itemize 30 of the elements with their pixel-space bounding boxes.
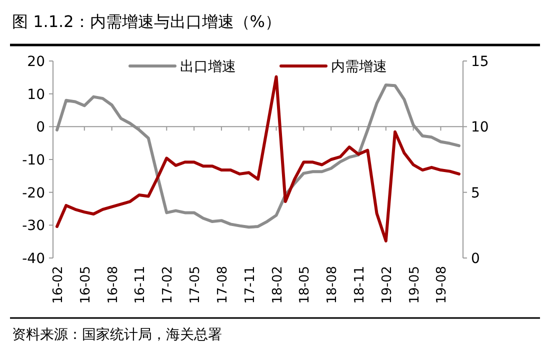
x-tick-label: 17-02 <box>160 266 176 304</box>
x-tick-label: 18-08 <box>325 266 340 304</box>
y2-tick-label: 10 <box>471 120 489 136</box>
x-tick-label: 18-11 <box>352 266 368 304</box>
y-tick-label: 0 <box>36 120 45 136</box>
x-tick-label: 16-05 <box>78 266 94 304</box>
y2-tick-label: 15 <box>471 54 489 70</box>
y-tick-label: -30 <box>22 218 45 234</box>
y-tick-label: 10 <box>27 86 45 103</box>
y-tick-label: -40 <box>22 251 45 267</box>
x-tick-label: 18-02 <box>270 266 286 304</box>
y2-tick-label: 5 <box>471 185 480 202</box>
x-tick-label: 19-08 <box>434 266 450 304</box>
x-tick-label: 17-05 <box>188 266 204 304</box>
x-tick-label: 16-11 <box>133 266 148 304</box>
chart-title: 图 1.1.2：内需增速与出口增速（%） <box>12 12 281 31</box>
x-tick-label: 17-08 <box>215 266 230 304</box>
x-tick-label: 19-05 <box>407 266 422 304</box>
x-tick-label: 16-02 <box>51 266 66 304</box>
y-tick-label: 20 <box>27 54 45 70</box>
x-tick-label: 18-05 <box>298 266 313 304</box>
y2-tick-label: 0 <box>471 251 480 267</box>
text: 资料来源：国家统计局，海关总署 <box>12 327 222 343</box>
x-tick-label: 16-08 <box>106 266 121 304</box>
legend-label: 内需增速 <box>331 59 387 75</box>
x-tick-label: 17-11 <box>242 266 258 304</box>
y-tick-label: -10 <box>22 152 45 168</box>
x-tick-label: 19-02 <box>380 266 395 304</box>
y-tick-label: -20 <box>22 185 45 202</box>
legend-label: 出口增速 <box>180 59 236 75</box>
